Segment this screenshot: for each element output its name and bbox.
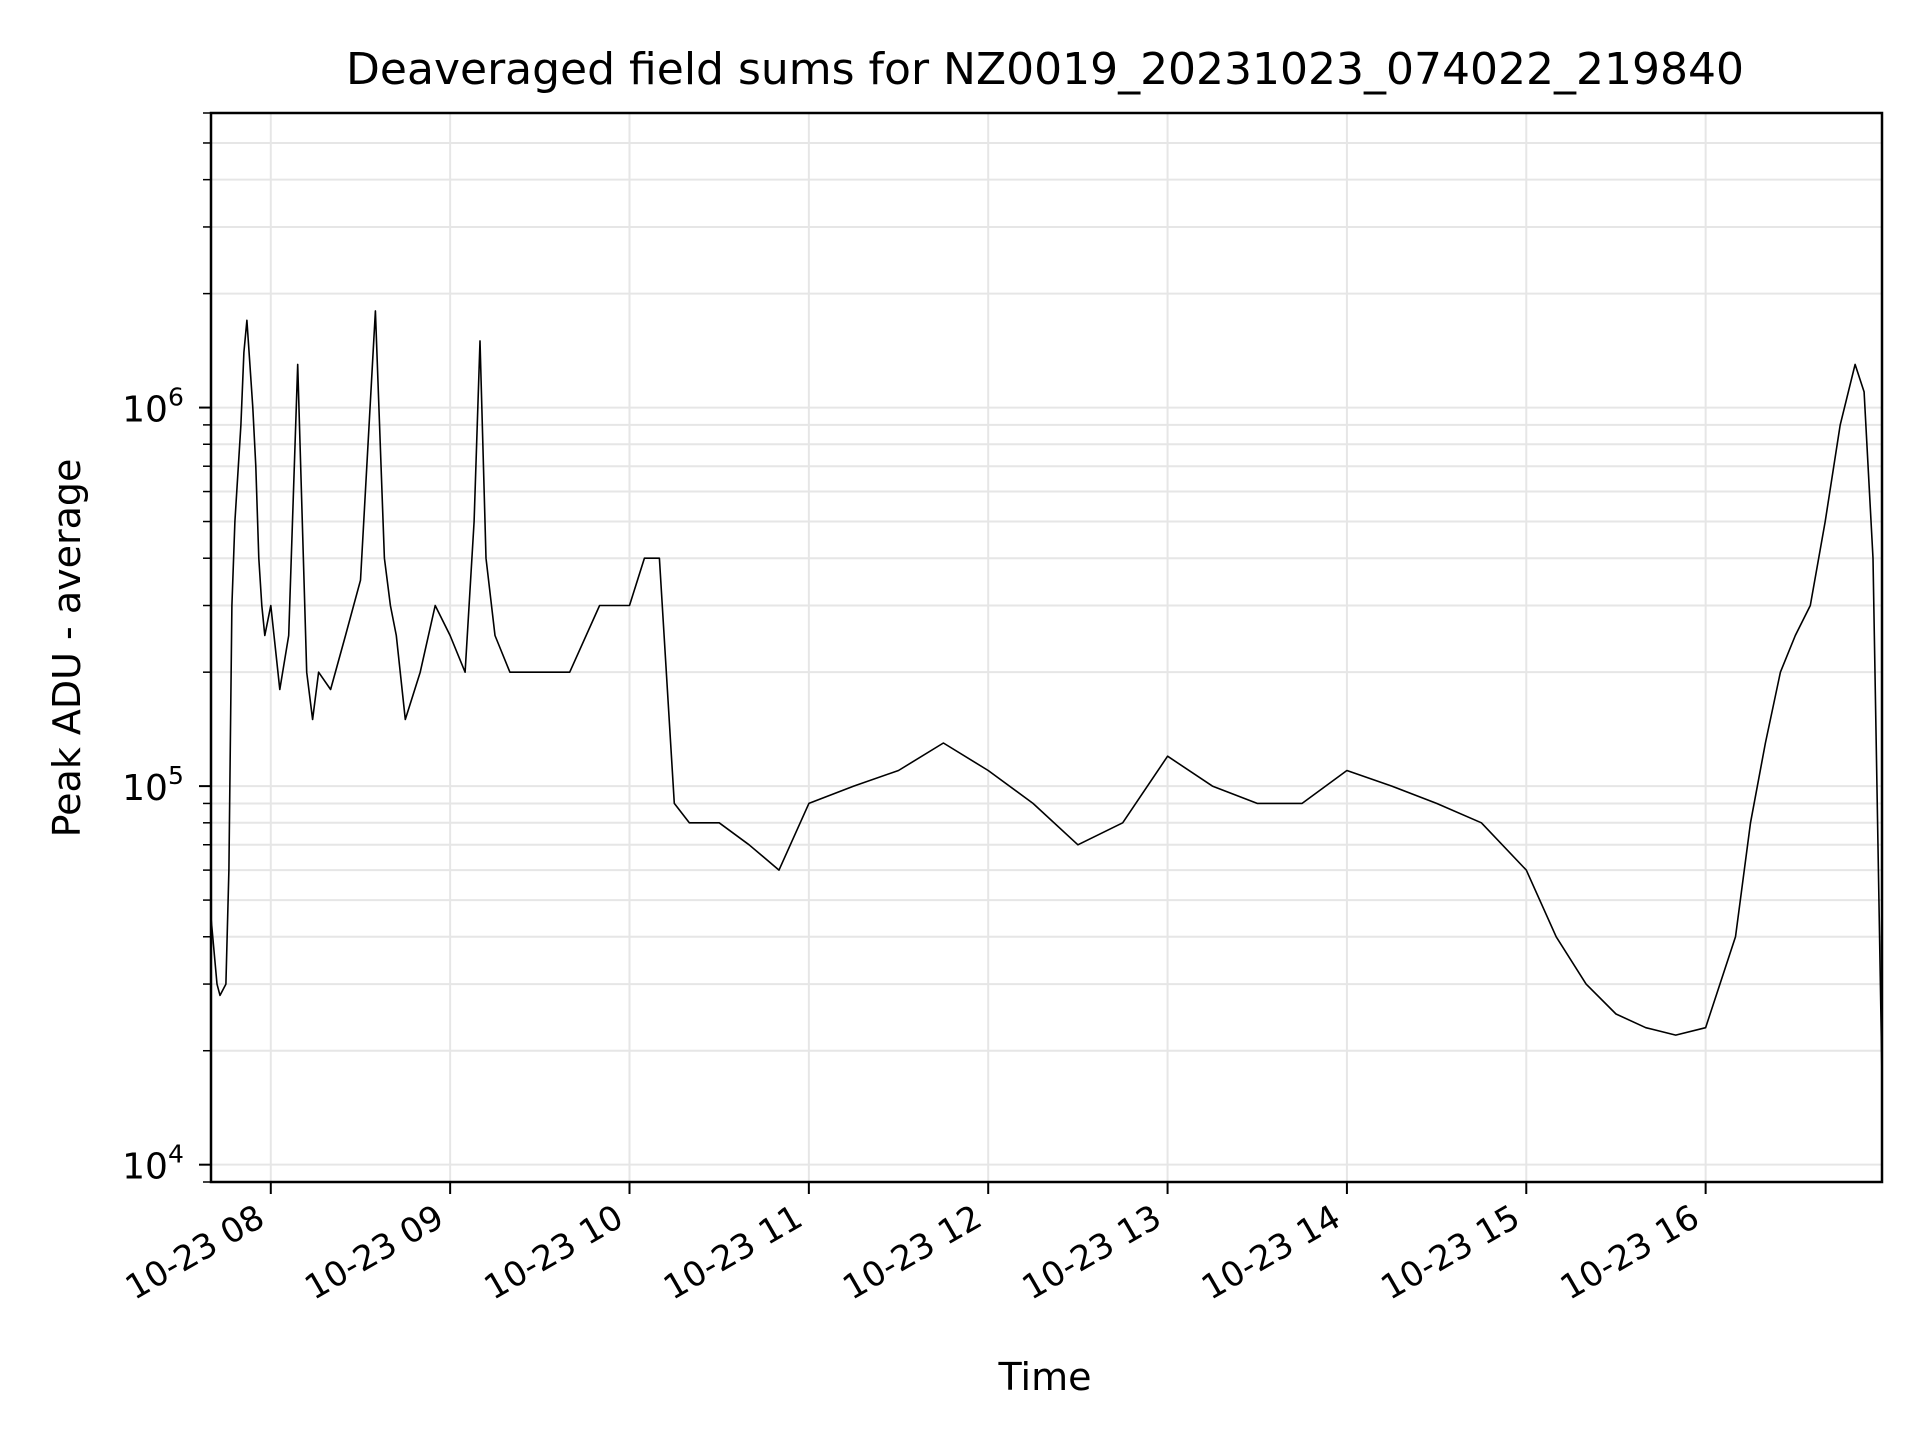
x-tick-label: 10-23 10 [478,1197,630,1308]
y-axis-label: Peak ADU - average [45,459,89,838]
y-tick-label: 106 [122,383,184,431]
x-tick-label: 10-23 14 [1195,1197,1347,1308]
series-group [210,310,1883,1078]
y-axis: 104 105 106 [122,112,211,1188]
y-tick-label: 105 [122,761,184,809]
x-tick-label: 10-23 13 [1016,1197,1168,1308]
x-tick-label: 10-23 12 [836,1197,988,1308]
x-tick-label: 10-23 09 [298,1197,450,1308]
x-tick-label: 10-23 11 [657,1197,809,1308]
chart-title: Deaveraged field sums for NZ0019_2023102… [346,44,1744,95]
series-line [210,310,1883,1078]
plot-area-frame [209,111,1884,1184]
x-tick-label: 10-23 16 [1554,1197,1706,1308]
x-axis-label: Time [998,1355,1092,1399]
y-tick-label: 104 [122,1140,184,1188]
x-axis: 10-23 08 10-23 09 10-23 10 10-23 11 10-23 12… [119,1182,1707,1308]
x-tick-label: 10-23 15 [1374,1197,1526,1308]
x-tick-label: 10-23 08 [119,1197,271,1308]
